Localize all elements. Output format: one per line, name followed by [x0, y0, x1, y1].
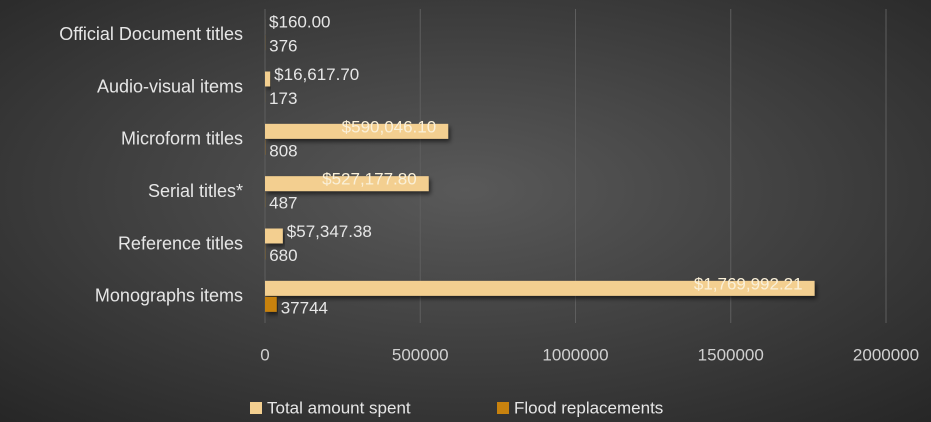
legend-swatch — [497, 402, 509, 414]
legend-label: Flood replacements — [514, 398, 663, 417]
bar — [265, 123, 449, 139]
data-label: $160.00 — [269, 13, 330, 32]
bar — [265, 228, 283, 244]
y-tick-label: Microform titles — [121, 129, 243, 149]
data-label: $590,046.10 — [342, 117, 437, 136]
data-label: 376 — [269, 37, 297, 56]
x-tick-label: 1500000 — [698, 345, 764, 364]
y-tick-label: Official Document titles — [59, 24, 243, 44]
x-tick-label: 2000000 — [853, 345, 919, 364]
data-label: 37744 — [281, 298, 328, 317]
legend-swatch — [250, 402, 262, 414]
y-tick-label: Audio-visual items — [97, 76, 243, 96]
data-label: $1,769,992.21 — [694, 274, 803, 293]
bar — [265, 71, 271, 87]
data-label: 808 — [269, 141, 297, 160]
bar — [265, 176, 429, 192]
legend-label: Total amount spent — [267, 398, 411, 417]
x-tick-label: 1000000 — [542, 345, 608, 364]
data-label: 487 — [269, 194, 297, 213]
y-tick-label: Serial titles* — [148, 181, 243, 201]
data-label: 173 — [269, 89, 297, 108]
data-label: $527,177.80 — [322, 170, 417, 189]
y-tick-label: Monographs items — [95, 286, 243, 306]
x-tick-label: 500000 — [392, 345, 449, 364]
bar — [265, 296, 277, 312]
x-tick-label: 0 — [260, 345, 269, 364]
y-tick-label: Reference titles — [118, 233, 243, 253]
data-label: $57,347.38 — [287, 222, 372, 241]
bar — [265, 280, 815, 296]
data-label: $16,617.70 — [274, 65, 359, 84]
data-label: 680 — [269, 246, 297, 265]
